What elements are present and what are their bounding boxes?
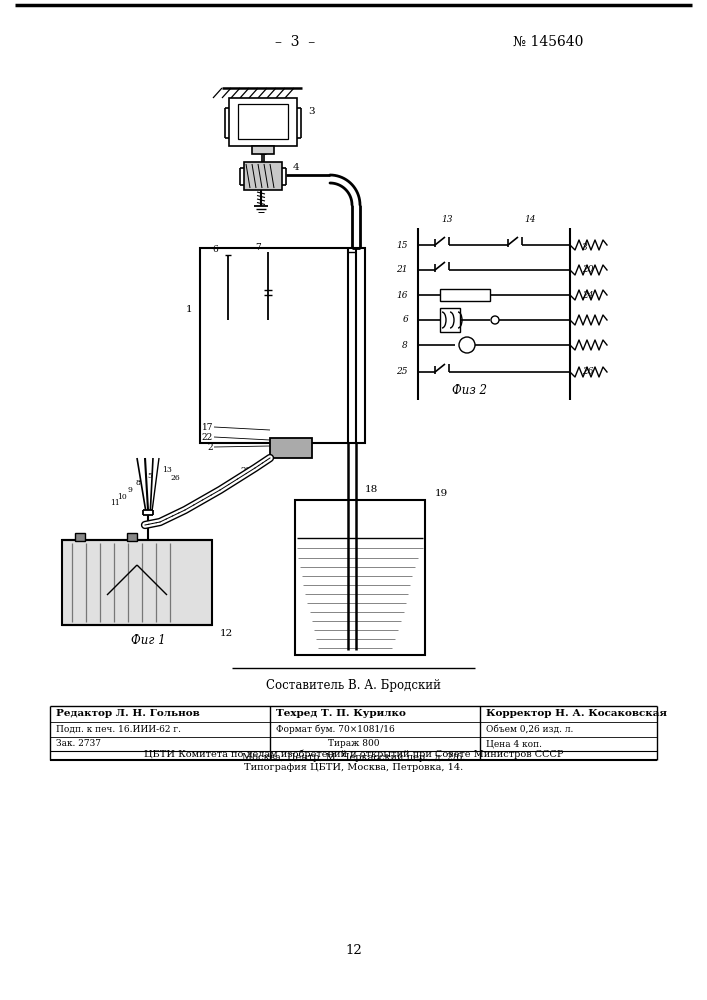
Text: 20: 20 [582, 265, 593, 274]
Circle shape [491, 316, 499, 324]
Text: 6: 6 [402, 316, 408, 324]
Text: 11: 11 [110, 499, 120, 507]
Text: Фиг 1: Фиг 1 [131, 634, 165, 647]
Bar [229, 98, 297, 146]
Bar [295, 500, 425, 655]
Text: 15: 15 [397, 240, 408, 249]
Text: 2: 2 [207, 442, 213, 452]
Text: Подп. к печ. 16.ИИИ-62 г.: Подп. к печ. 16.ИИИ-62 г. [56, 724, 181, 734]
Text: Формат бум. 70×1081/16: Формат бум. 70×1081/16 [276, 724, 395, 734]
Text: Цена 4 коп.: Цена 4 коп. [486, 740, 542, 748]
Text: 10: 10 [117, 493, 127, 501]
Bar [244, 162, 282, 190]
Text: 18: 18 [365, 486, 378, 494]
Text: Тираж 800: Тираж 800 [328, 740, 380, 748]
Text: Техред Т. П. Курилко: Техред Т. П. Курилко [276, 710, 406, 718]
Text: 25: 25 [397, 367, 408, 376]
Bar [440, 308, 460, 332]
Text: 19: 19 [435, 488, 448, 497]
Bar [270, 438, 312, 458]
Text: ЦБТИ Комитета по делам изобретений и открытий при Совете Министров СССР: ЦБТИ Комитета по делам изобретений и отк… [144, 749, 563, 759]
Text: 6: 6 [212, 245, 218, 254]
Text: Редактор Л. Н. Гольнов: Редактор Л. Н. Гольнов [56, 710, 200, 718]
Text: 3: 3 [308, 107, 315, 116]
Bar [238, 104, 288, 139]
Text: 5: 5 [147, 472, 152, 480]
Text: –  3  –: – 3 – [275, 35, 315, 49]
Circle shape [459, 337, 475, 353]
Text: 4: 4 [293, 163, 300, 172]
Text: 8: 8 [402, 340, 408, 350]
Text: 21: 21 [397, 265, 408, 274]
Text: Москва, Центр, М. Черкасский пер., д. 2/6.: Москва, Центр, М. Черкасский пер., д. 2/… [243, 754, 466, 762]
Text: Составитель В. А. Бродский: Составитель В. А. Бродский [267, 680, 441, 692]
Text: 24: 24 [582, 290, 593, 300]
Text: Объем 0,26 изд. л.: Объем 0,26 изд. л. [486, 724, 573, 734]
Bar [62, 540, 212, 625]
Text: Корректор Н. А. Косаковская: Корректор Н. А. Косаковская [486, 710, 667, 718]
Text: 1: 1 [185, 306, 192, 314]
Text: 12: 12 [346, 944, 363, 956]
Text: Физ 2: Физ 2 [452, 383, 488, 396]
Text: 14: 14 [525, 216, 536, 225]
Text: 13: 13 [441, 216, 452, 225]
Text: 22: 22 [201, 432, 213, 442]
Bar [127, 533, 137, 541]
Bar [200, 248, 365, 443]
Text: 26: 26 [170, 474, 180, 482]
Text: 23: 23 [240, 468, 251, 477]
Text: 26: 26 [582, 367, 593, 376]
Text: 17: 17 [201, 422, 213, 432]
Text: 9: 9 [127, 486, 132, 494]
Text: 8: 8 [135, 479, 140, 487]
Text: 13: 13 [162, 466, 172, 474]
Text: 16: 16 [397, 290, 408, 300]
Text: Типография ЦБТИ, Москва, Петровка, 14.: Типография ЦБТИ, Москва, Петровка, 14. [245, 762, 464, 772]
Bar [440, 289, 490, 301]
Text: 12: 12 [220, 629, 233, 638]
Text: 3: 3 [582, 243, 588, 252]
Text: № 145640: № 145640 [513, 35, 583, 49]
Text: 7: 7 [255, 243, 261, 252]
Text: Зак. 2737: Зак. 2737 [56, 740, 101, 748]
Bar [252, 146, 274, 154]
Bar [75, 533, 85, 541]
